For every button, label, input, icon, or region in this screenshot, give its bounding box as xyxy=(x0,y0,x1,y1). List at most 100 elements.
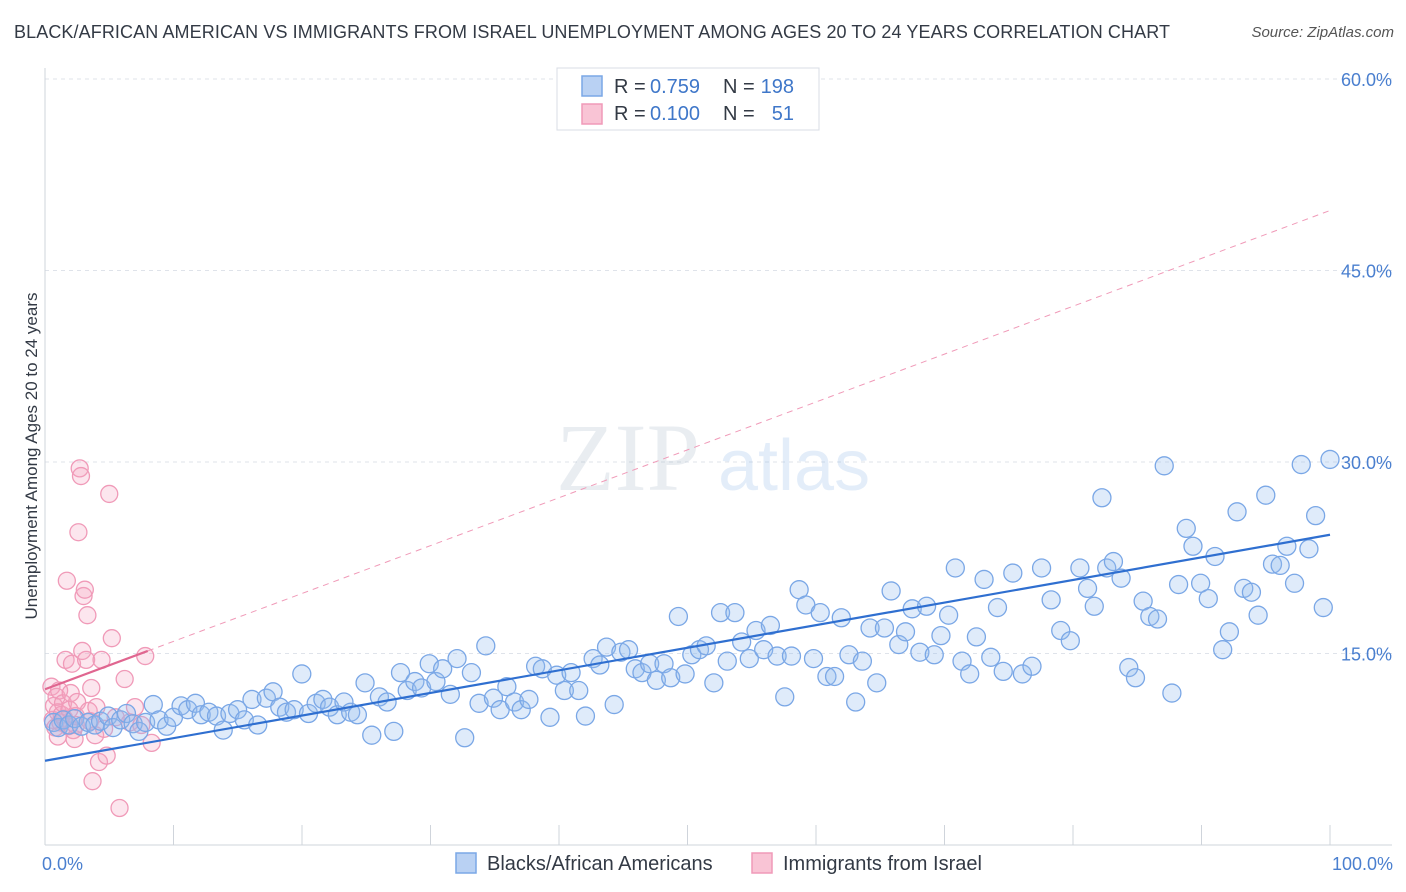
israel-point-23 xyxy=(69,523,88,542)
black-point-77 xyxy=(575,706,596,726)
black-point-177 xyxy=(1305,505,1326,526)
legend-r-label-2: R = xyxy=(614,103,646,125)
black-point-146 xyxy=(1084,596,1104,616)
black-point-127 xyxy=(931,625,951,646)
series-legend: Blacks/African Americans Immigrants from… xyxy=(455,852,982,875)
israel-point-26 xyxy=(73,641,92,661)
black-point-159 xyxy=(1176,518,1196,539)
stats-legend: R = 0.759 N = 198 R = 0.100 N = 51 xyxy=(556,67,820,131)
series-legend-swatch-blue xyxy=(455,852,477,874)
axes xyxy=(44,68,1392,846)
black-point-45 xyxy=(347,705,368,725)
israel-point-27 xyxy=(74,586,93,606)
y-tick-label-30: 30.0% xyxy=(1341,453,1392,473)
black-point-171 xyxy=(1262,554,1283,574)
black-point-118 xyxy=(867,673,887,693)
israel-point-33 xyxy=(82,678,101,698)
black-point-129 xyxy=(945,558,965,578)
israel-point-45 xyxy=(115,669,134,689)
israel-point-25 xyxy=(71,466,91,486)
blue-legend-swatch xyxy=(581,75,603,97)
black-point-47 xyxy=(362,725,382,745)
series-legend-label-pink: Immigrants from Israel xyxy=(783,853,982,875)
black-point-103 xyxy=(760,615,781,636)
black-point-81 xyxy=(604,694,624,715)
black-point-97 xyxy=(717,651,737,671)
pink-legend-swatch xyxy=(581,103,603,125)
black-point-30 xyxy=(242,689,262,710)
black-point-154 xyxy=(1140,606,1160,627)
black-point-178 xyxy=(1313,597,1333,618)
black-point-133 xyxy=(974,569,994,590)
black-point-174 xyxy=(1284,573,1305,593)
black-point-96 xyxy=(710,602,731,623)
black-point-89 xyxy=(661,668,681,688)
black-point-106 xyxy=(781,646,802,666)
trend-lines xyxy=(44,210,1331,762)
black-point-162 xyxy=(1198,588,1218,609)
black-point-82 xyxy=(611,642,631,662)
black-point-142 xyxy=(1051,620,1071,641)
x-tick-labels: 0.0% 100.0% xyxy=(42,854,1393,874)
black-point-152 xyxy=(1125,668,1146,688)
black-point-169 xyxy=(1248,605,1268,625)
black-point-120 xyxy=(881,581,901,601)
black-point-160 xyxy=(1183,536,1203,556)
black-point-132 xyxy=(966,627,987,647)
legend-r-value-2: 0.100 xyxy=(650,103,700,125)
black-point-87 xyxy=(646,670,667,690)
y-tick-labels: 15.0% 30.0% 45.0% 60.0% xyxy=(1341,70,1392,665)
black-point-104 xyxy=(767,646,787,666)
black-point-62 xyxy=(469,693,489,713)
black-point-165 xyxy=(1219,622,1240,642)
series-legend-swatch-pink xyxy=(751,852,773,874)
israel-point-13 xyxy=(57,571,76,590)
israel-series-points xyxy=(42,459,161,818)
black-point-143 xyxy=(1060,631,1080,651)
israel-point-30 xyxy=(78,606,97,625)
watermark-zip: ZIP xyxy=(556,404,700,511)
legend-r-label-1: R = xyxy=(614,76,646,98)
black-point-63 xyxy=(476,636,496,656)
black-point-68 xyxy=(511,700,531,720)
black-point-22 xyxy=(185,693,206,713)
legend-n-value-1: 198 xyxy=(761,76,794,98)
black-point-176 xyxy=(1299,539,1319,559)
legend-n-label-1: N = xyxy=(723,76,755,98)
watermark-atlas: atlas xyxy=(718,426,870,506)
black-point-54 xyxy=(411,678,432,698)
black-point-149 xyxy=(1103,551,1124,572)
black-point-109 xyxy=(803,648,824,669)
black-point-140 xyxy=(1031,558,1052,578)
black-point-17 xyxy=(149,710,169,730)
black-point-136 xyxy=(993,661,1013,682)
black-point-72 xyxy=(540,707,560,727)
x-tick-label-100: 100.0% xyxy=(1332,854,1393,874)
black-point-113 xyxy=(831,608,851,628)
gridlines xyxy=(45,78,1392,654)
black-point-119 xyxy=(874,618,895,638)
black-point-112 xyxy=(824,666,845,687)
black-point-60 xyxy=(455,728,475,748)
series-legend-label-blue: Blacks/African Americans xyxy=(487,853,713,875)
black-point-158 xyxy=(1168,574,1189,595)
israel-point-34 xyxy=(83,772,102,791)
x-tick-label-0: 0.0% xyxy=(42,854,83,874)
black-point-37 xyxy=(292,664,312,684)
black-point-98 xyxy=(725,602,745,623)
black-point-64 xyxy=(483,688,504,708)
israel-point-17 xyxy=(62,654,82,673)
israel-point-44 xyxy=(110,798,129,818)
black-point-170 xyxy=(1256,485,1276,505)
black-point-151 xyxy=(1119,657,1139,678)
israel-trend-line xyxy=(44,649,149,691)
black-point-144 xyxy=(1070,558,1090,578)
black-point-61 xyxy=(461,663,482,683)
black-point-117 xyxy=(860,618,880,638)
y-tick-label-45: 45.0% xyxy=(1341,262,1392,282)
black-point-66 xyxy=(497,677,517,697)
y-axis-label: Unemployment Among Ages 20 to 24 years xyxy=(22,293,41,620)
legend-n-label-2: N = xyxy=(723,103,755,125)
source-label: Source: ZipAtlas.com xyxy=(1251,24,1394,41)
black-point-23 xyxy=(191,705,211,725)
